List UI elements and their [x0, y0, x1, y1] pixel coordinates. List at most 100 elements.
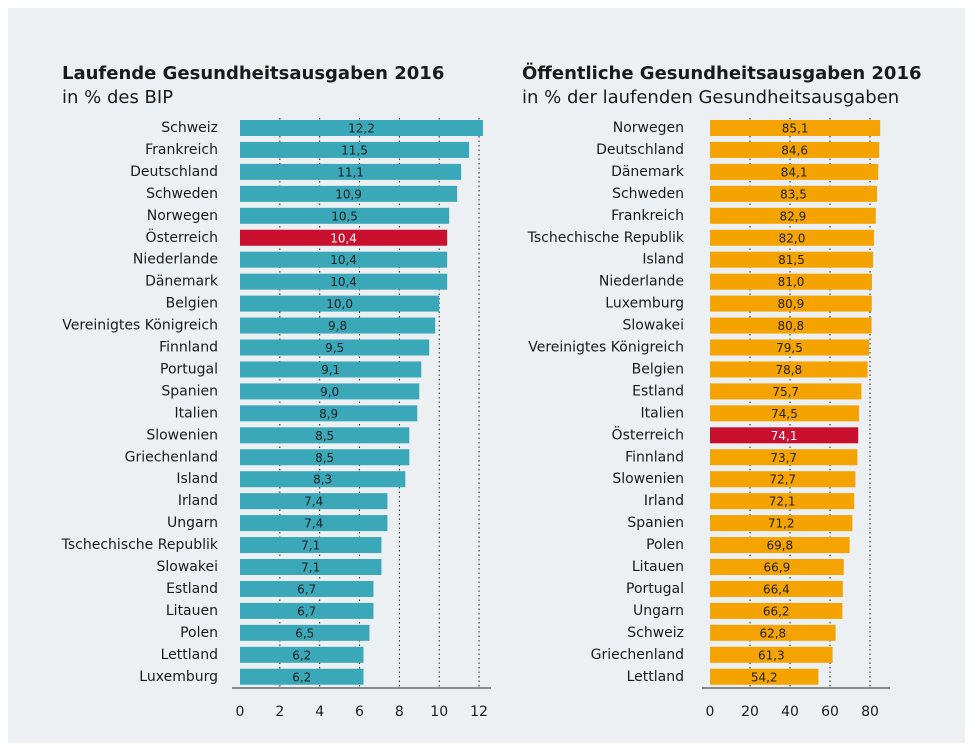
bar — [240, 361, 422, 378]
bar — [710, 141, 880, 158]
value-label: 8,5 — [315, 451, 334, 465]
category-label: Deutschland — [596, 142, 684, 158]
value-label: 11,1 — [337, 165, 364, 179]
value-label: 6,7 — [297, 604, 316, 618]
category-label: Österreich — [612, 425, 684, 443]
value-label: 62,8 — [759, 626, 786, 640]
value-label: 72,1 — [769, 495, 796, 509]
bar — [240, 120, 484, 136]
bar — [240, 163, 462, 180]
category-label: Spanien — [161, 383, 218, 399]
x-tick-label: 0 — [706, 704, 715, 720]
value-label: 66,4 — [763, 582, 790, 596]
category-label: Vereinigtes Königreich — [528, 340, 684, 356]
category-label: Italien — [175, 405, 218, 421]
x-tick-label: 60 — [821, 704, 839, 720]
value-label: 80,8 — [777, 319, 804, 333]
bar — [240, 339, 430, 356]
bar — [710, 317, 872, 334]
bar — [710, 251, 873, 268]
chart-title: Öffentliche Gesundheitsausgaben 2016 — [522, 62, 922, 84]
value-label: 73,7 — [770, 451, 797, 465]
value-label: 10,0 — [326, 297, 353, 311]
bar — [240, 537, 382, 554]
category-label: Polen — [646, 537, 684, 553]
value-label: 10,4 — [330, 275, 357, 289]
value-label: 71,2 — [768, 517, 795, 531]
value-label: 6,5 — [295, 626, 314, 640]
value-label: 11,5 — [341, 143, 368, 157]
value-label: 9,1 — [321, 363, 340, 377]
value-label: 80,9 — [778, 297, 805, 311]
value-label: 81,0 — [778, 275, 805, 289]
value-label: 84,1 — [781, 165, 808, 179]
bar — [240, 515, 388, 532]
category-label: Island — [642, 252, 684, 268]
category-label: Lettland — [161, 647, 218, 663]
bar — [710, 383, 862, 400]
category-label: Portugal — [626, 581, 684, 597]
x-tick-label: 10 — [430, 704, 448, 720]
category-label: Dänemark — [611, 164, 685, 180]
bar — [710, 537, 850, 554]
category-label: Schweden — [612, 186, 684, 202]
bar — [240, 273, 448, 290]
bar — [710, 163, 879, 180]
value-label: 7,1 — [301, 561, 320, 575]
category-label: Norwegen — [613, 120, 684, 136]
category-label: Irland — [178, 493, 218, 509]
category-label: Schweiz — [161, 120, 218, 136]
bar — [240, 405, 418, 422]
bar — [710, 185, 877, 202]
bar — [240, 141, 470, 158]
bar — [240, 317, 436, 334]
value-label: 61,3 — [758, 648, 785, 662]
bar — [710, 295, 872, 312]
category-label: Belgien — [632, 361, 684, 377]
value-label: 9,5 — [325, 341, 344, 355]
bar — [710, 493, 855, 510]
value-label: 75,7 — [772, 385, 799, 399]
value-label: 84,6 — [781, 143, 808, 157]
value-label: 74,1 — [771, 429, 798, 443]
category-label: Estland — [166, 581, 218, 597]
bar — [240, 559, 382, 575]
category-label: Island — [176, 471, 218, 487]
category-label: Luxemburg — [605, 296, 684, 312]
value-label: 72,7 — [769, 473, 796, 487]
category-label: Schweden — [146, 186, 218, 202]
value-label: 6,7 — [297, 582, 316, 596]
bar — [710, 273, 872, 290]
bar — [710, 449, 858, 466]
bar — [710, 405, 859, 422]
category-label: Ungarn — [633, 603, 684, 619]
x-tick-label: 8 — [395, 704, 404, 720]
category-label: Dänemark — [145, 274, 219, 290]
bar — [710, 361, 868, 378]
bar — [240, 471, 406, 488]
category-label: Finnland — [159, 340, 218, 356]
value-label: 78,8 — [775, 363, 802, 377]
category-label: Irland — [644, 493, 684, 509]
value-label: 10,9 — [335, 187, 362, 201]
category-label: Litauen — [166, 603, 218, 619]
bar — [240, 602, 374, 619]
value-label: 8,5 — [315, 429, 334, 443]
value-label: 69,8 — [766, 539, 793, 553]
value-label: 6,2 — [292, 648, 311, 662]
bar — [710, 207, 876, 224]
chart-title: Laufende Gesundheitsausgaben 2016 — [62, 63, 444, 84]
value-label: 7,4 — [304, 517, 323, 531]
category-label: Slowakei — [157, 559, 218, 575]
bar — [240, 427, 410, 444]
category-label: Slowenien — [612, 471, 684, 487]
bar — [240, 229, 448, 246]
category-label: Griechenland — [591, 647, 684, 663]
bar — [240, 624, 370, 641]
bar — [240, 207, 450, 224]
category-label: Niederlande — [133, 252, 218, 268]
value-label: 10,5 — [331, 209, 358, 223]
x-tick-label: 0 — [236, 704, 245, 720]
category-label: Slowakei — [623, 318, 684, 334]
